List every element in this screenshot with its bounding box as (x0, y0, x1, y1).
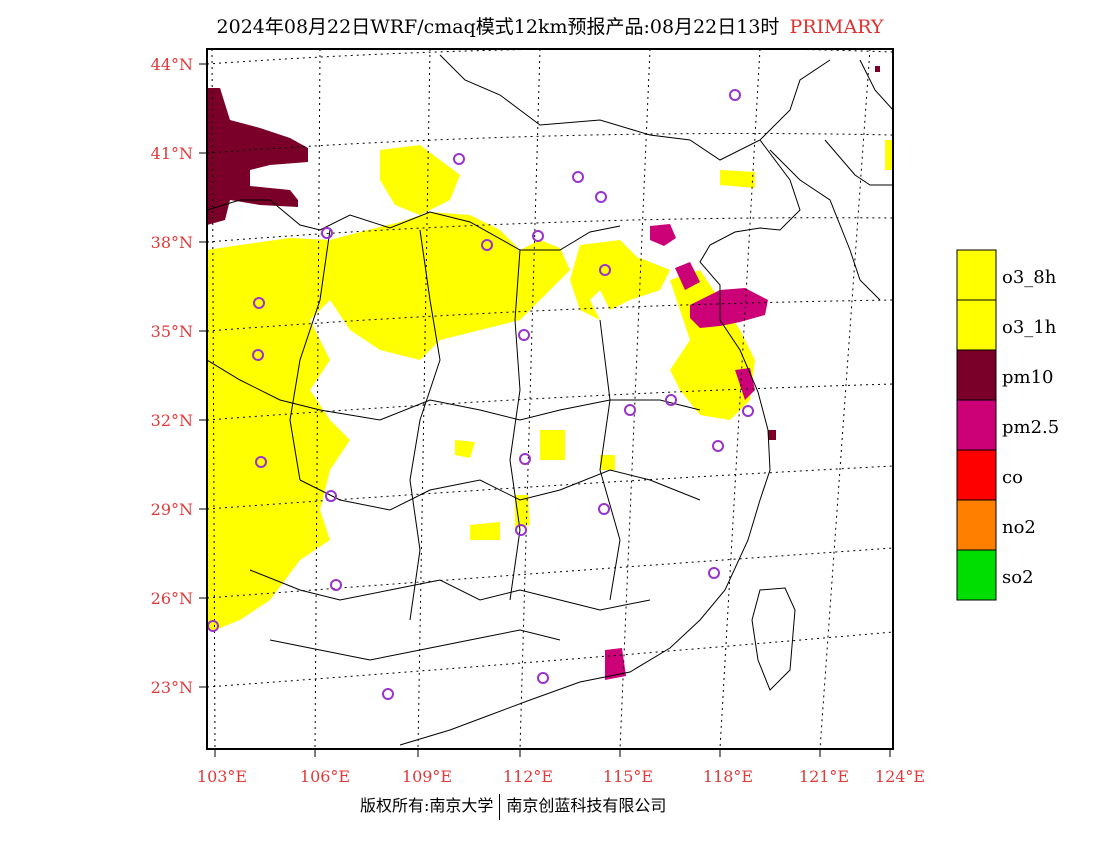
legend-swatch-pm25 (956, 399, 997, 451)
legend-label-co: co (1002, 467, 1023, 488)
station-markers (207, 89, 754, 700)
copyright-footer: 版权所有:南京大学 南京创蓝科技有限公司 (360, 792, 666, 820)
lat-label-23: 23°N (151, 678, 193, 697)
lat-label-41: 41°N (151, 144, 193, 163)
lat-axis: 44°N 41°N 38°N 35°N 32°N 29°N 26°N 23°N (151, 55, 207, 697)
lon-label-106: 106°E (300, 767, 350, 786)
legend-label-o3-1h: o3_1h (1002, 317, 1057, 338)
lon-label-124: 124°E (875, 767, 925, 786)
lon-label-112: 112°E (503, 767, 553, 786)
lat-label-35: 35°N (151, 322, 193, 341)
title-main: 2024年08月22日WRF/cmaq模式12km预报产品:08月22日13时 (216, 16, 780, 38)
lat-label-38: 38°N (151, 233, 193, 252)
legend-swatch-pm10 (956, 349, 997, 401)
legend-label-no2: no2 (1002, 517, 1036, 538)
legend-label-so2: so2 (1002, 567, 1034, 588)
map-area (207, 49, 893, 749)
map-title: 2024年08月22日WRF/cmaq模式12km预报产品:08月22日13时 P… (0, 12, 1100, 39)
map-frame (206, 48, 894, 750)
lon-label-103: 103°E (197, 767, 247, 786)
copyright-right: 南京创蓝科技有限公司 (506, 796, 667, 815)
legend-swatch-no2 (956, 499, 997, 551)
legend-swatch-so2 (956, 549, 997, 601)
title-tag: PRIMARY (789, 16, 884, 38)
lat-label-44: 44°N (151, 55, 193, 74)
legend: o3_8h o3_1h pm10 pm2.5 co no2 so2 (956, 249, 1059, 601)
pm25-region (605, 224, 768, 680)
legend-label-o3-8h: o3_8h (1002, 267, 1057, 288)
legend-label-pm25: pm2.5 (1002, 417, 1059, 438)
o3-region (207, 140, 893, 630)
legend-swatch-o3-8h (956, 249, 997, 301)
lon-axis: 103°E 106°E 109°E 112°E 115°E 118°E 121°… (197, 749, 925, 786)
lat-label-29: 29°N (151, 500, 193, 519)
lon-label-115: 115°E (603, 767, 653, 786)
legend-label-pm10: pm10 (1002, 367, 1054, 388)
lat-label-26: 26°N (151, 589, 193, 608)
copyright-left: 版权所有:南京大学 (360, 796, 494, 815)
footer-divider (499, 793, 501, 820)
lat-label-32: 32°N (151, 411, 193, 430)
lon-label-118: 118°E (703, 767, 753, 786)
legend-swatch-co (956, 449, 997, 501)
lon-label-121: 121°E (799, 767, 849, 786)
lon-label-109: 109°E (402, 767, 452, 786)
boundaries (207, 54, 893, 746)
legend-swatch-o3-1h (956, 299, 997, 351)
